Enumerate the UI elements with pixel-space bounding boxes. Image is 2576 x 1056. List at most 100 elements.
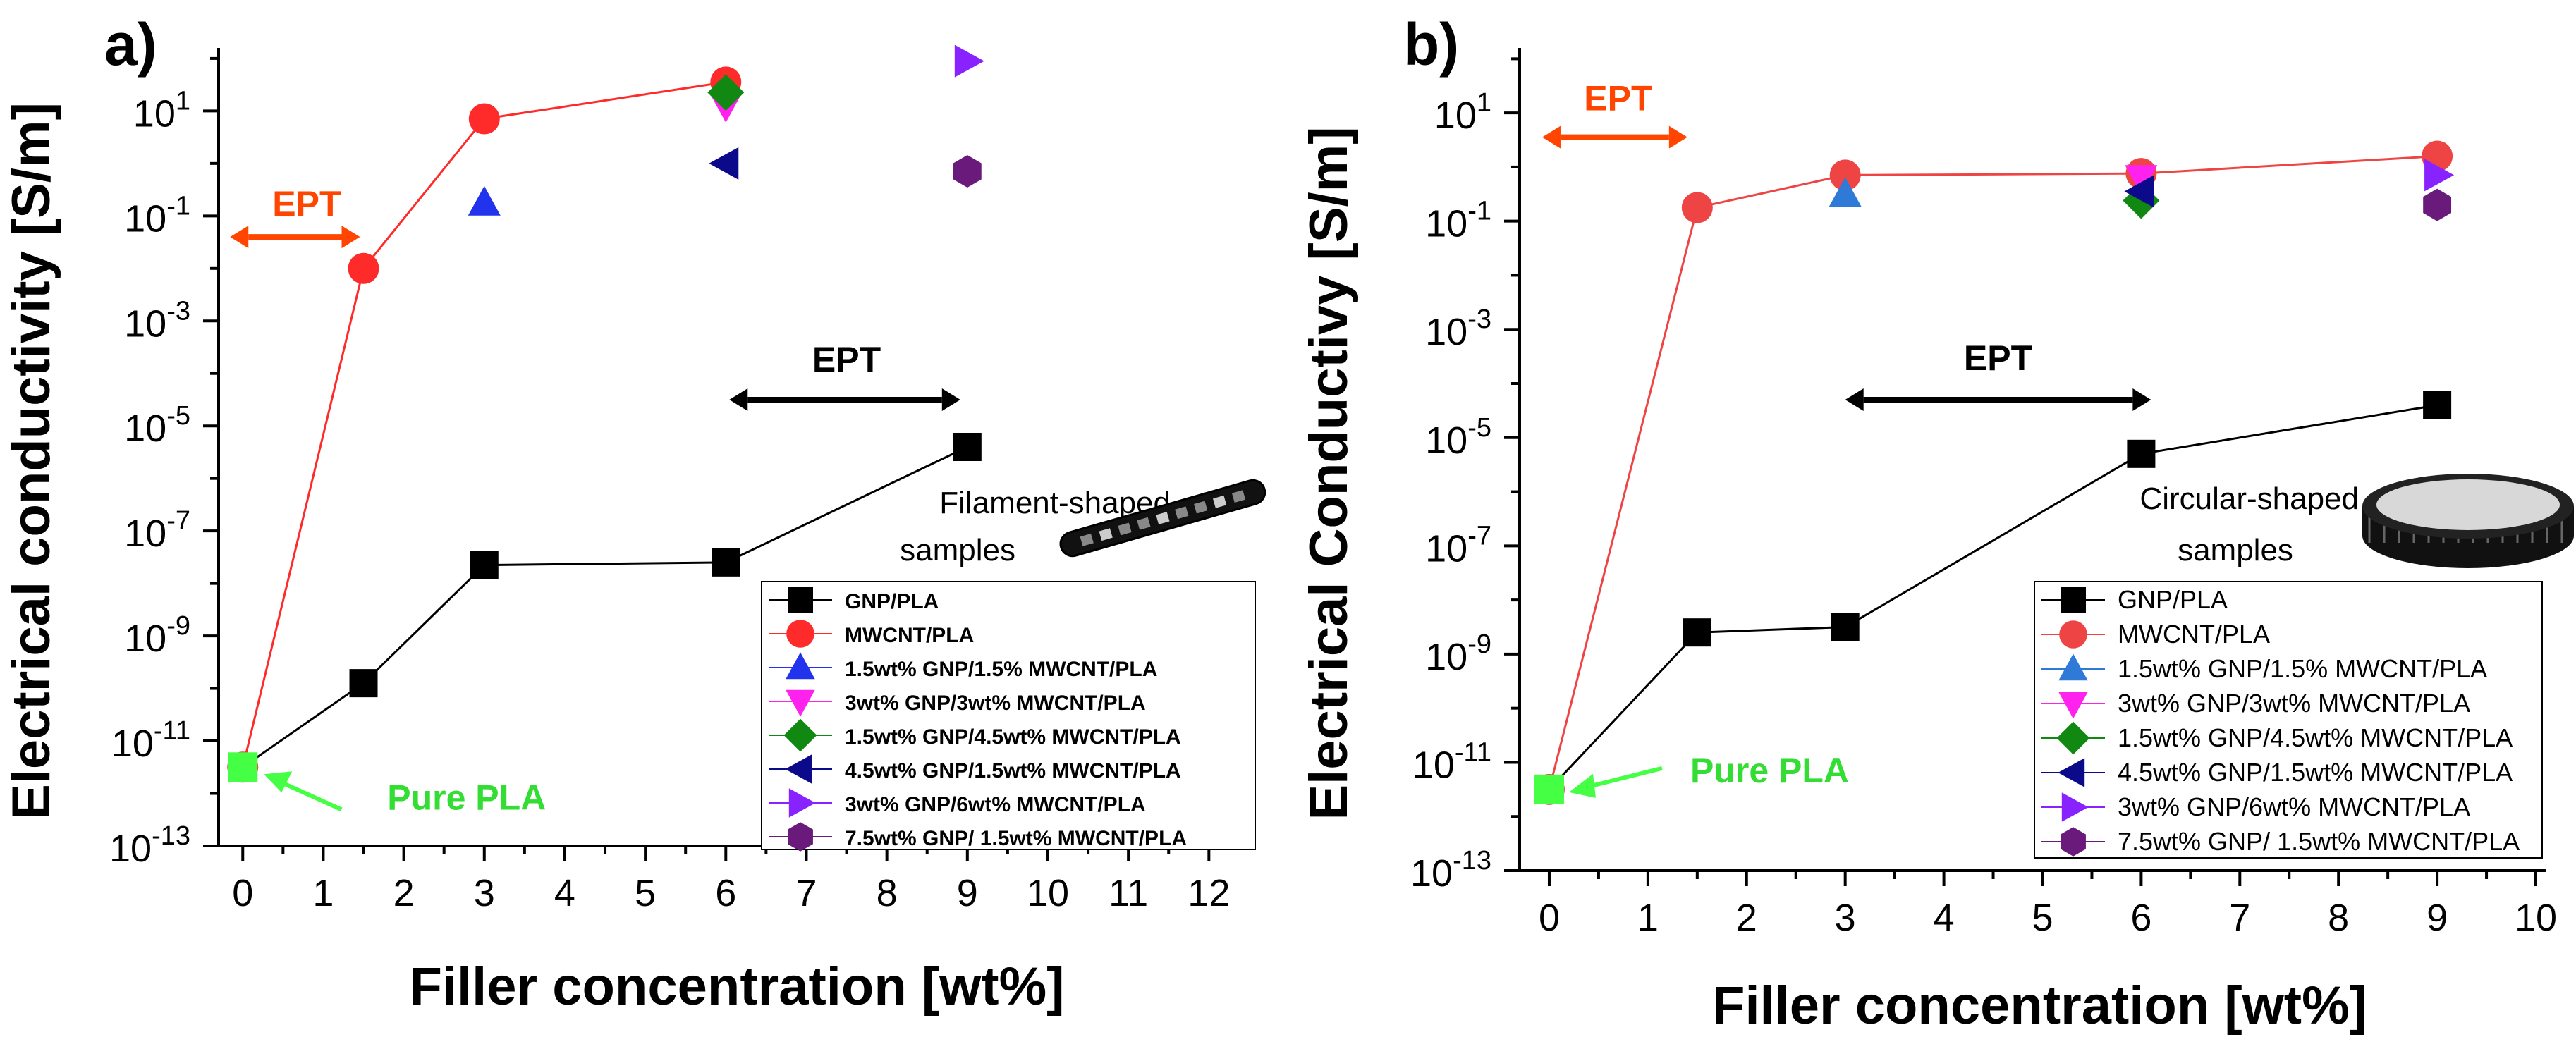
pure-pla-point	[1534, 774, 1564, 804]
x-tick-label: 5	[635, 872, 656, 914]
y-tick-exponent: -5	[166, 401, 190, 431]
legend: GNP/PLA MWCNT/PLA 1.5wt% GNP/1.5% MWCNT/PL…	[2034, 581, 2543, 859]
series-4	[707, 74, 745, 111]
legend-label: 4.5wt% GNP/1.5wt% MWCNT/PLA	[845, 759, 1181, 782]
legend-label: 3wt% GNP/3wt% MWCNT/PLA	[2118, 689, 2470, 718]
ept-top-arrow-head-right	[341, 226, 360, 249]
ept-top-arrow-head-left	[1542, 125, 1561, 149]
legend-label: 3wt% GNP/6wt% MWCNT/PLA	[2118, 792, 2470, 821]
y-tick-exponent: -3	[166, 296, 190, 326]
legend-marker	[2058, 653, 2088, 681]
x-tick-label: 0	[1539, 897, 1560, 939]
y-tick-base: 10	[1425, 636, 1467, 678]
x-tick-label: 3	[1835, 897, 1856, 939]
legend-label: MWCNT/PLA	[845, 624, 974, 647]
x-axis-title: Filler concentration [wt%]	[1712, 976, 2367, 1036]
data-point	[470, 551, 499, 579]
plot-area	[227, 44, 984, 783]
y-tick-exponent: -5	[1467, 413, 1491, 443]
pure-pla-label: Pure PLA	[1690, 751, 1849, 790]
series-1	[227, 66, 742, 783]
legend: GNP/PLA MWCNT/PLA 1.5wt% GNP/1.5% MWCNT/PL…	[761, 581, 1256, 852]
legend-marker	[783, 718, 817, 752]
series-5	[709, 147, 739, 180]
pure-pla-arrow-head	[264, 771, 293, 793]
data-point	[712, 548, 740, 577]
data-point	[349, 669, 378, 698]
panel-label: b)	[1403, 11, 1459, 78]
y-axis-title: Electrical Conductivy [S/m]	[1299, 126, 1359, 820]
ept-top-label: EPT	[272, 184, 341, 223]
y-tick-exponent: -1	[1467, 197, 1491, 226]
legend-label: 7.5wt% GNP/ 1.5wt% MWCNT/PLA	[845, 827, 1187, 850]
y-tick-exponent: -11	[154, 716, 190, 746]
legend-marker	[2059, 620, 2087, 649]
y-tick-label: 10-1	[1425, 197, 1491, 245]
pure-pla-point	[228, 752, 258, 782]
sample-label-line2: samples	[2178, 533, 2293, 567]
y-tick-label: 10-5	[1425, 413, 1491, 462]
panel-a: a)0 1 2 3 4 5 6 7 8 9 10 11 1210-1310-1110-910-710-5…	[1, 11, 1266, 1017]
y-tick-label: 10-7	[124, 506, 190, 555]
circular-sample-icon	[2362, 474, 2574, 568]
x-tick-label: 1	[312, 872, 334, 914]
y-tick-exponent: -11	[1455, 737, 1491, 767]
y-tick-label: 10-13	[109, 821, 190, 870]
legend-label: 4.5wt% GNP/1.5wt% MWCNT/PLA	[2118, 758, 2513, 787]
filament-pattern	[1137, 517, 1151, 530]
y-tick-label: 10-9	[1425, 630, 1491, 678]
data-point	[1831, 613, 1860, 641]
series-7	[2423, 188, 2452, 221]
filament-pattern	[1080, 533, 1094, 546]
y-tick-base: 10	[1410, 852, 1453, 895]
data-point	[348, 252, 379, 284]
y-tick-label: 10-11	[111, 716, 190, 765]
x-tick-label: 4	[554, 872, 575, 914]
x-tick-label: 0	[232, 872, 253, 914]
ept-bottom-label: EPT	[1964, 338, 2032, 378]
legend-marker	[2058, 692, 2088, 719]
series-7	[953, 155, 982, 188]
ept-bottom-arrow	[729, 388, 960, 411]
y-tick-label: 101	[133, 86, 190, 135]
x-tick-label: 8	[877, 872, 898, 914]
ept-bottom-arrow-head-right	[2132, 388, 2151, 412]
legend-label: 1.5wt% GNP/1.5% MWCNT/PLA	[845, 658, 1157, 681]
y-tick-label: 101	[1434, 88, 1491, 137]
legend-label: 1.5wt% GNP/4.5wt% MWCNT/PLA	[2118, 723, 2513, 752]
x-axis-title: Filler concentration [wt%]	[410, 957, 1065, 1017]
y-tick-base: 10	[1425, 311, 1467, 353]
legend-marker	[786, 620, 814, 648]
data-point	[2423, 188, 2452, 221]
plot-area	[1533, 140, 2455, 805]
x-tick-label: 7	[2229, 897, 2250, 939]
y-tick-base: 10	[1425, 527, 1467, 570]
data-point	[954, 44, 984, 78]
data-point	[2125, 165, 2158, 195]
ept-top-arrow	[1542, 125, 1687, 149]
sample-label-line2: samples	[900, 533, 1015, 567]
y-tick-base: 10	[124, 197, 166, 240]
filament-pattern	[1231, 490, 1246, 503]
series-line	[241, 80, 726, 768]
x-tick-label: 4	[1934, 897, 1955, 939]
series-2	[468, 185, 501, 216]
legend-marker	[786, 689, 815, 717]
filament-pattern	[1194, 501, 1208, 514]
filament-sample-icon	[1059, 479, 1266, 558]
y-tick-base: 10	[124, 407, 166, 450]
filament-pattern	[1099, 528, 1113, 541]
series-6	[2424, 159, 2455, 192]
ept-bottom-arrow-head-right	[941, 388, 960, 411]
y-tick-exponent: -7	[1467, 521, 1491, 551]
y-tick-base: 10	[124, 618, 166, 660]
x-tick-label: 11	[1109, 872, 1148, 914]
disc-top	[2376, 479, 2560, 530]
ept-bottom-label: EPT	[812, 340, 881, 379]
pure-pla-arrow-head	[1568, 773, 1596, 798]
x-tick-label: 5	[2032, 897, 2053, 939]
data-point	[1829, 177, 1862, 207]
y-tick-label: 10-9	[124, 611, 190, 660]
legend-marker	[788, 788, 816, 818]
legend-label: GNP/PLA	[845, 590, 939, 613]
